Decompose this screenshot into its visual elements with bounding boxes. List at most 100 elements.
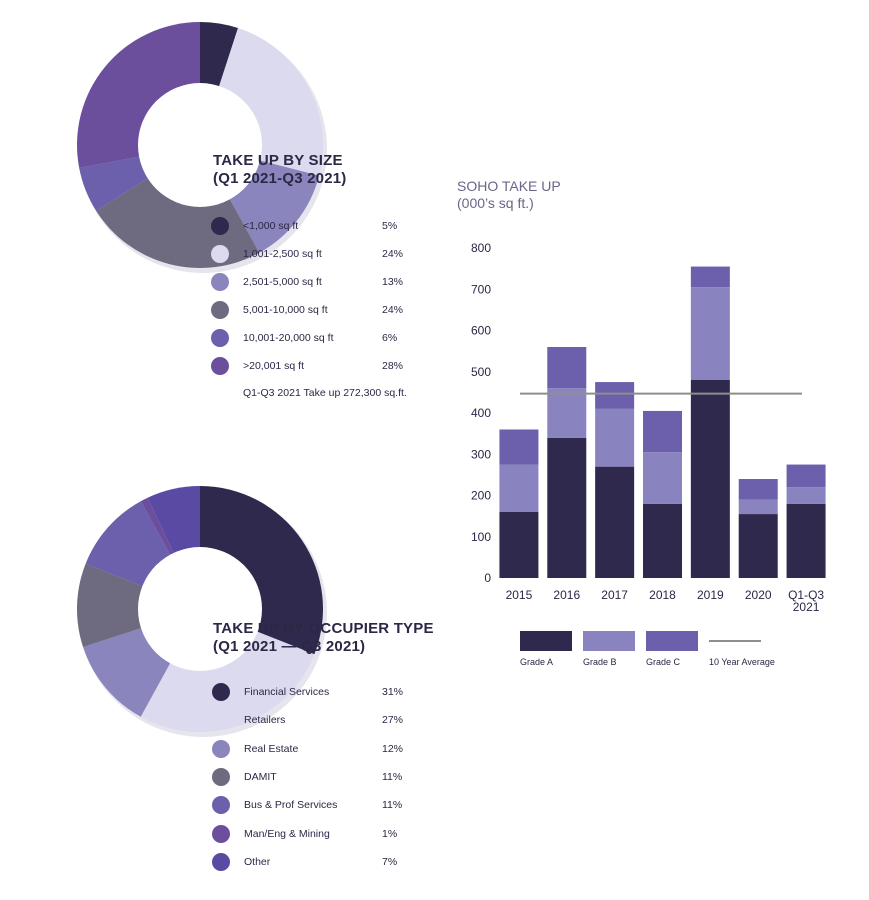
y-tick-label: 400 — [471, 406, 491, 420]
bar-chart-title: SOHO TAKE UP (000’s sq ft.) — [457, 178, 561, 212]
size-legend-dot — [211, 357, 229, 375]
occupier-legend-value: 27% — [382, 714, 404, 727]
size-legend-label: >20,001 sq ft — [243, 360, 305, 372]
bar-chart-title-line2: (000’s sq ft.) — [457, 195, 534, 211]
bar-grade-a-2017 — [595, 466, 635, 578]
size-legend-label: 5,001-10,000 sq ft — [243, 304, 328, 316]
legend-line-ten-year-average — [709, 640, 761, 642]
legend-label-grade-b: Grade B — [583, 657, 617, 667]
occupier-legend-label: Retailers — [244, 714, 286, 727]
size-legend-row: 10,001-20,000 sq ft 6% — [211, 328, 422, 348]
occupier-legend-value: 12% — [382, 742, 404, 755]
legend-label-grade-a: Grade A — [520, 657, 554, 667]
y-tick-label: 700 — [471, 282, 491, 296]
y-tick-label: 0 — [484, 571, 491, 585]
occupier-legend-row: Retailers 27% — [212, 710, 422, 730]
size-legend-label: 10,001-20,000 sq ft — [243, 332, 334, 344]
y-tick-label: 800 — [471, 241, 491, 255]
occupier-chart-title-line1: TAKE UP BY OCCUPIER TYPE — [213, 620, 434, 637]
occupier-legend-dot — [212, 711, 230, 730]
occupier-chart-title: TAKE UP BY OCCUPIER TYPE (Q1 2021 — Q3 2… — [213, 620, 434, 656]
size-legend-value: 28% — [382, 360, 404, 372]
occupier-chart-title-line2: (Q1 2021 — Q3 2021) — [213, 638, 366, 655]
occupier-legend-value: 11% — [382, 799, 403, 812]
bar-grade-a-2016 — [547, 437, 587, 578]
occupier-legend-label: DAMIT — [244, 770, 277, 783]
size-legend-dot — [211, 329, 229, 347]
occupier-legend-row: Financial Services 31% — [212, 682, 422, 702]
size-legend-dot — [211, 301, 229, 319]
size-legend-value: 24% — [382, 304, 404, 316]
size-legend-row: 1,001-2,500 sq ft 24% — [211, 244, 422, 264]
y-tick-label: 200 — [471, 489, 491, 503]
size-legend-dot — [211, 273, 229, 291]
size-chart-title-line1: TAKE UP BY SIZE — [213, 152, 343, 169]
occupier-legend-value: 31% — [382, 686, 404, 698]
occupier-legend-row: DAMIT 11% — [212, 767, 422, 787]
x-tick-label: 2018 — [649, 588, 676, 602]
size-legend-row: 5,001-10,000 sq ft 24% — [211, 300, 422, 320]
bar-grade-c-2016 — [547, 347, 587, 389]
size-legend-row: >20,001 sq ft 28% — [211, 356, 422, 376]
occupier-donut-chart — [77, 486, 327, 737]
bar-chart-title-line1: SOHO TAKE UP — [457, 178, 561, 194]
size-donut-hole — [138, 83, 262, 207]
occupier-legend-value: 1% — [382, 827, 398, 840]
size-chart-title-line2: (Q1 2021-Q3 2021) — [213, 170, 347, 187]
occupier-legend-row: Other 7% — [212, 852, 422, 872]
size-legend-value: 24% — [382, 248, 404, 260]
occupier-legend-label: Bus & Prof Services — [244, 799, 338, 812]
y-tick-label: 500 — [471, 365, 491, 379]
occupier-legend-value: 7% — [382, 855, 398, 868]
bar-grade-b-2019 — [690, 287, 730, 380]
x-tick-label: 2015 — [506, 588, 533, 602]
bar-grade-b-q1-q3-2021 — [786, 487, 826, 504]
x-tick-label: 2017 — [601, 588, 628, 602]
x-tick-label: Q1-Q3 — [788, 588, 824, 602]
bar-grade-b-2017 — [595, 408, 635, 467]
occupier-legend-row: Man/Eng & Mining 1% — [212, 824, 422, 844]
occupier-legend-label: Real Estate — [244, 742, 299, 755]
bar-grade-a-2020 — [738, 514, 778, 578]
size-legend-row: 2,501-5,000 sq ft 13% — [211, 272, 422, 292]
x-tick-label: 2021 — [793, 600, 820, 614]
bar-grade-c-2017 — [595, 382, 635, 409]
size-take-up-note: Q1-Q3 2021 Take up 272,300 sq.ft. — [243, 387, 407, 399]
legend-label-grade-c: Grade C — [646, 657, 681, 667]
occupier-legend-row: Bus & Prof Services 11% — [212, 795, 422, 815]
occupier-legend-dot — [212, 767, 230, 786]
bar-grade-b-2018 — [643, 452, 682, 504]
size-legend-label: 2,501-5,000 sq ft — [243, 276, 322, 288]
bar-grade-c-2019 — [690, 266, 730, 288]
bar-grade-a-2019 — [690, 380, 730, 578]
occupier-legend-label: Other — [244, 855, 271, 868]
size-legend-row: <1,000 sq ft 5% — [211, 216, 422, 236]
occupier-legend-dot — [212, 796, 230, 815]
occupier-legend-dot — [212, 683, 230, 701]
legend-swatch-grade-c — [646, 631, 698, 651]
occupier-donut-hole — [138, 547, 262, 671]
y-tick-label: 300 — [471, 447, 491, 461]
size-legend-label: <1,000 sq ft — [243, 220, 299, 232]
bar-grade-c-q1-q3-2021 — [786, 464, 826, 488]
size-donut-chart — [76, 22, 327, 273]
bar-grade-a-q1-q3-2021 — [786, 503, 826, 578]
x-tick-label: 2020 — [745, 588, 772, 602]
y-tick-label: 100 — [471, 530, 491, 544]
x-tick-label: 2019 — [697, 588, 724, 602]
bar-grade-b-2015 — [499, 464, 539, 512]
occupier-legend-row: Real Estate 12% — [212, 739, 422, 759]
occupier-legend-label: Financial Services — [244, 686, 330, 698]
size-legend-dot — [211, 245, 229, 263]
soho-take-up-bar-chart: 0 100 200 300 400 500 600 700 800 2015 2016 2017 201… — [471, 241, 826, 614]
size-legend-value: 6% — [382, 332, 398, 344]
occupier-legend-dot — [212, 852, 230, 871]
bar-grade-b-2016 — [547, 388, 587, 438]
bar-grade-a-2018 — [643, 503, 682, 578]
x-tick-label: 2016 — [553, 588, 580, 602]
occupier-legend-value: 11% — [382, 770, 403, 783]
size-chart-title: TAKE UP BY SIZE (Q1 2021-Q3 2021) — [213, 152, 346, 188]
occupier-legend-dot — [212, 739, 230, 758]
size-legend-value: 13% — [382, 276, 404, 288]
bar-grade-c-2020 — [738, 479, 778, 500]
